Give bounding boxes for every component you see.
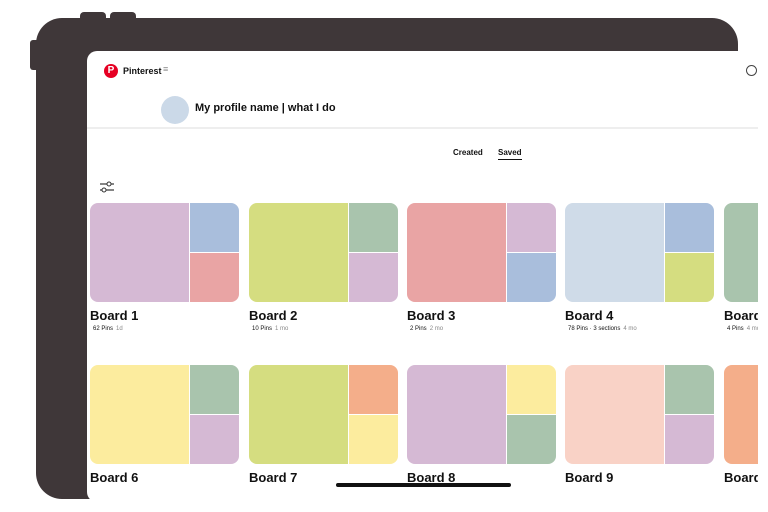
board-age: 4 mo: [746, 326, 758, 332]
board-name: Board 4: [565, 308, 614, 323]
board-meta: 62 Pins 1d: [93, 326, 239, 332]
board-cover[interactable]: [249, 365, 398, 464]
cover-image-main: [724, 365, 758, 464]
profile-name: My profile name | what I do: [195, 102, 336, 114]
cover-image-main: [90, 365, 190, 464]
board-meta: [410, 488, 556, 494]
board-card[interactable]: Board 3 2 Pins 2 mo: [407, 203, 556, 332]
pinterest-logo-icon[interactable]: P: [104, 64, 118, 78]
cover-image-top: [507, 203, 556, 252]
board-age: 1 mo: [275, 326, 289, 332]
menu-icon[interactable]: ≡: [163, 64, 169, 74]
tablet-frame: P Pinterest ≡ My profile name | what I d…: [36, 18, 758, 502]
cover-image-bottom: [665, 253, 714, 302]
cover-image-bottom: [507, 415, 556, 464]
board-card[interactable]: Board 7: [249, 365, 398, 494]
board-cover[interactable]: [90, 365, 239, 464]
pin-count: 4 Pins: [727, 326, 744, 332]
board-meta: 2 Pins 2 mo: [410, 326, 556, 332]
board-cover[interactable]: [249, 203, 398, 302]
board-name: Board 10: [724, 470, 758, 485]
board-meta: [93, 488, 239, 494]
cover-image-top: [665, 203, 714, 252]
cover-image-main: [565, 365, 665, 464]
cover-image-main: [90, 203, 190, 302]
cover-image-bottom: [665, 415, 714, 464]
cover-image-bottom: [349, 415, 398, 464]
pin-count: 10 Pins: [252, 326, 273, 332]
board-meta: [568, 488, 714, 494]
board-age: 1d: [116, 326, 123, 332]
board-cover[interactable]: [565, 203, 714, 302]
board-cover[interactable]: [407, 365, 556, 464]
board-name: Board 1: [90, 308, 139, 323]
board-name: Board 5: [724, 308, 758, 323]
board-age: 2 mo: [429, 326, 444, 332]
board-card[interactable]: Board 9: [565, 365, 714, 494]
cover-image-main: [249, 365, 349, 464]
screen: P Pinterest ≡ My profile name | what I d…: [87, 51, 758, 502]
board-cover[interactable]: [565, 365, 714, 464]
pin-count: 62 Pins: [93, 326, 114, 332]
board-cover[interactable]: [724, 365, 758, 464]
power-button: [30, 40, 38, 70]
board-meta: [252, 488, 398, 494]
board-card[interactable]: Board 1 62 Pins 1d: [90, 203, 239, 332]
tab-saved[interactable]: Saved: [498, 148, 522, 160]
board-cover[interactable]: [90, 203, 239, 302]
board-name: Board 2: [249, 308, 298, 323]
board-card[interactable]: Board 8: [407, 365, 556, 494]
cover-image-top: [190, 203, 239, 252]
board-age: 4 mo: [623, 326, 637, 332]
cover-image-main: [565, 203, 665, 302]
cover-image-top: [507, 365, 556, 414]
board-name: Board 7: [249, 470, 298, 485]
board-name: Board 8: [407, 470, 456, 485]
search-icon[interactable]: [746, 65, 757, 76]
divider: [87, 127, 758, 129]
board-name: Board 9: [565, 470, 614, 485]
board-name: Board 3: [407, 308, 456, 323]
board-meta: 78 Pins · 3 sections 4 mo: [568, 326, 714, 332]
cover-image-bottom: [349, 253, 398, 302]
cover-image-main: [249, 203, 349, 302]
tab-created[interactable]: Created: [453, 148, 483, 157]
cover-image-main: [724, 203, 758, 302]
cover-image-bottom: [507, 253, 556, 302]
board-meta: [727, 488, 758, 494]
cover-image-main: [407, 203, 507, 302]
board-card[interactable]: Board 10: [724, 365, 758, 494]
sliders-icon[interactable]: [100, 181, 114, 193]
board-meta: 10 Pins 1 mo: [252, 326, 398, 332]
avatar[interactable]: [161, 96, 189, 124]
pin-count: 78 Pins · 3 sections: [568, 326, 621, 332]
pin-count: 2 Pins: [410, 326, 427, 332]
cover-image-bottom: [190, 253, 239, 302]
cover-image-bottom: [190, 415, 239, 464]
cover-image-top: [349, 365, 398, 414]
cover-image-top: [349, 203, 398, 252]
board-cover[interactable]: [407, 203, 556, 302]
cover-image-top: [665, 365, 714, 414]
cover-image-main: [407, 365, 507, 464]
board-cover[interactable]: [724, 203, 758, 302]
home-indicator[interactable]: [336, 483, 511, 487]
board-card[interactable]: Board 2 10 Pins 1 mo: [249, 203, 398, 332]
cover-image-top: [190, 365, 239, 414]
board-name: Board 6: [90, 470, 139, 485]
board-card[interactable]: Board 4 78 Pins · 3 sections 4 mo: [565, 203, 714, 332]
brand-name: Pinterest: [123, 66, 162, 76]
board-card[interactable]: Board 6: [90, 365, 239, 494]
